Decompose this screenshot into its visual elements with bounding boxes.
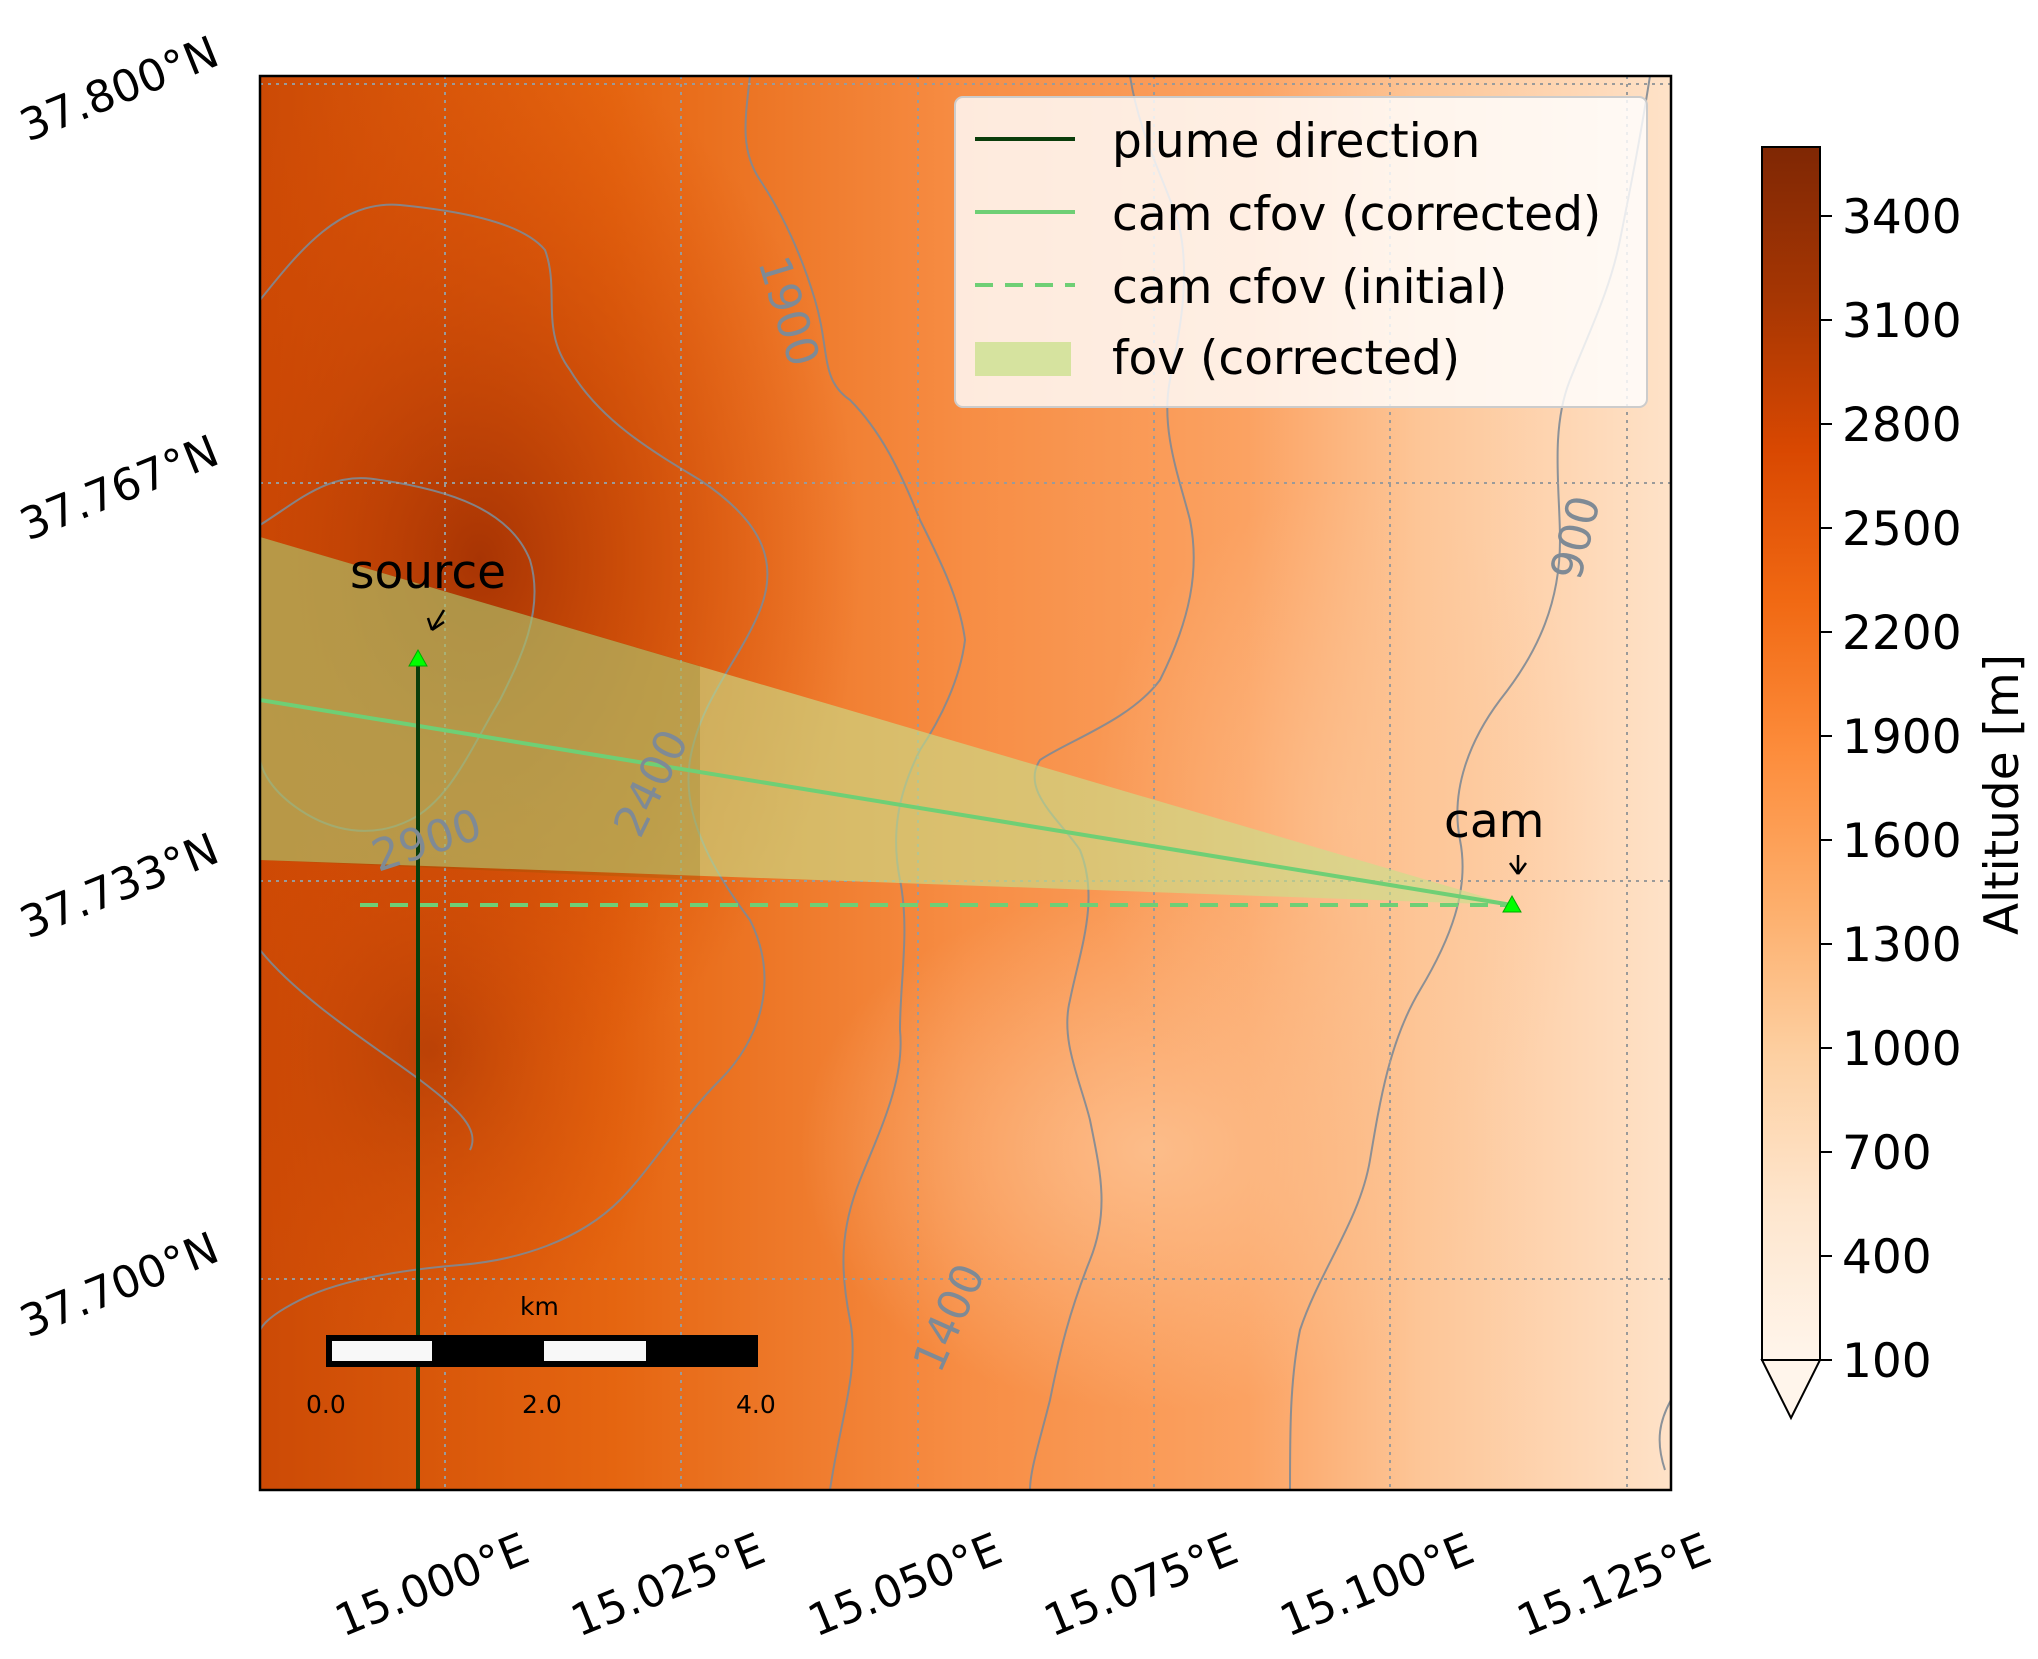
legend-cfov-corrected: cam cfov (corrected) — [1112, 187, 1601, 242]
scale-bar-tick: 0.0 — [306, 1390, 346, 1419]
colorbar-tick: 700 — [1842, 1126, 1932, 1181]
lat-tick-label: 37.733°N — [13, 824, 226, 950]
scale-bar-unit: km — [520, 1292, 559, 1321]
lat-tick-label: 37.800°N — [13, 27, 226, 153]
lon-axis: 15.000°E 15.025°E 15.050°E 15.075°E 15.1… — [328, 1524, 1718, 1648]
colorbar-tick: 2800 — [1842, 398, 1962, 453]
cam-marker — [1502, 894, 1522, 913]
colorbar: 100 400 700 1000 1300 1600 1900 2200 250… — [1760, 146, 2030, 1421]
lat-tick-label: 37.767°N — [13, 426, 226, 552]
colorbar-tick: 100 — [1842, 1334, 1932, 1389]
fov-wedge — [260, 537, 1512, 905]
cam-label: cam — [1444, 794, 1544, 849]
cfov-corrected-line — [260, 698, 1513, 907]
source-label: source — [350, 545, 506, 600]
scale-bar-tick: 2.0 — [522, 1390, 562, 1419]
lon-tick-label: 15.000°E — [328, 1524, 536, 1648]
colorbar-tick: 1600 — [1842, 814, 1962, 869]
lon-tick-label: 15.050°E — [801, 1524, 1009, 1648]
legend-plume-direction: plume direction — [1112, 114, 1480, 169]
lon-tick-label: 15.125°E — [1510, 1524, 1718, 1648]
source-arrow — [426, 609, 446, 632]
colorbar-tick: 1000 — [1842, 1022, 1962, 1077]
cam-arrow — [1508, 855, 1528, 875]
source-marker — [408, 648, 428, 667]
scale-bar: km 0.0 2.0 4.0 — [306, 1292, 776, 1419]
legend-cfov-initial: cam cfov (initial) — [1112, 260, 1507, 315]
legend-fov-corrected: fov (corrected) — [1112, 331, 1460, 386]
lat-tick-label: 37.700°N — [13, 1223, 226, 1349]
colorbar-gradient — [1761, 146, 1821, 1361]
colorbar-tick: 3400 — [1842, 190, 1962, 245]
colorbar-tick: 2500 — [1842, 502, 1962, 557]
scale-bar-tick: 4.0 — [736, 1390, 776, 1419]
colorbar-extend-arrow — [1760, 1359, 1822, 1421]
lat-axis: 37.700°N 37.733°N 37.767°N 37.800°N — [13, 27, 226, 1349]
lon-tick-label: 15.025°E — [564, 1524, 772, 1648]
colorbar-tick: 3100 — [1842, 294, 1962, 349]
legend: plume direction cam cfov (corrected) cam… — [954, 96, 1648, 408]
lon-tick-label: 15.075°E — [1037, 1524, 1245, 1648]
colorbar-label: Altitude [m] — [1975, 654, 2030, 935]
colorbar-tick: 400 — [1842, 1230, 1932, 1285]
lon-tick-label: 15.100°E — [1273, 1524, 1481, 1648]
map-area: 2900 2400 1900 1400 900 source cam plume… — [260, 76, 1671, 1490]
colorbar-tick: 1900 — [1842, 710, 1962, 765]
colorbar-tick: 2200 — [1842, 606, 1962, 661]
map-frame — [258, 74, 1673, 1492]
colorbar-tick: 1300 — [1842, 918, 1962, 973]
